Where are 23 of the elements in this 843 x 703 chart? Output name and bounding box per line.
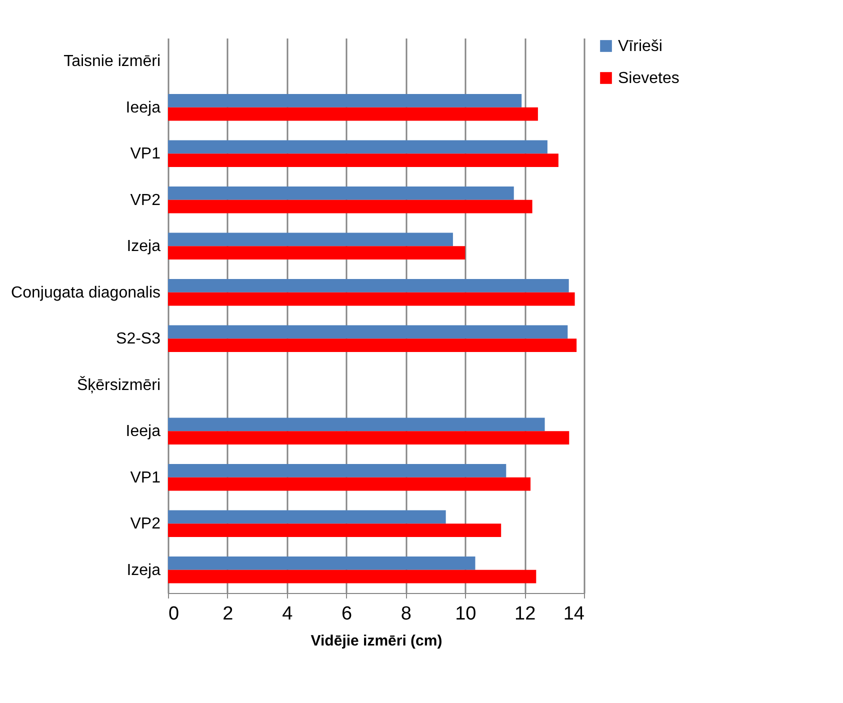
x-tick-label: 8 xyxy=(400,604,412,624)
y-tick-label: Šķērsizmēri xyxy=(76,376,160,394)
x-tick-label: 2 xyxy=(222,604,234,624)
legend-label: Sievetes xyxy=(618,70,680,87)
x-tick-label: 0 xyxy=(168,604,180,624)
y-tick-label: Taisnie izmēri xyxy=(64,53,160,70)
y-tick-label: S2-S3 xyxy=(116,330,161,348)
x-tick-label: 12 xyxy=(514,604,536,624)
x-tick-label: 4 xyxy=(282,604,294,624)
y-tick-label: VP2 xyxy=(130,192,161,209)
x-tick-label: 6 xyxy=(341,604,352,624)
y-tick-label: Conjugata diagonalis xyxy=(11,284,160,302)
legend-label: Vīrieši xyxy=(618,38,662,55)
x-axis-title: Vidējie izmēri (cm) xyxy=(310,632,442,650)
y-tick-label: Izeja xyxy=(126,562,161,579)
y-tick-label: VP1 xyxy=(130,146,161,163)
x-tick-label: 10 xyxy=(455,604,476,624)
y-tick-label: Ieeja xyxy=(126,423,161,440)
y-tick-label: VP1 xyxy=(130,469,161,486)
y-tick-label: Ieeja xyxy=(126,99,161,116)
y-tick-label: Izeja xyxy=(126,238,161,256)
y-tick-label: VP2 xyxy=(130,516,161,533)
x-tick-label: 14 xyxy=(563,604,585,624)
